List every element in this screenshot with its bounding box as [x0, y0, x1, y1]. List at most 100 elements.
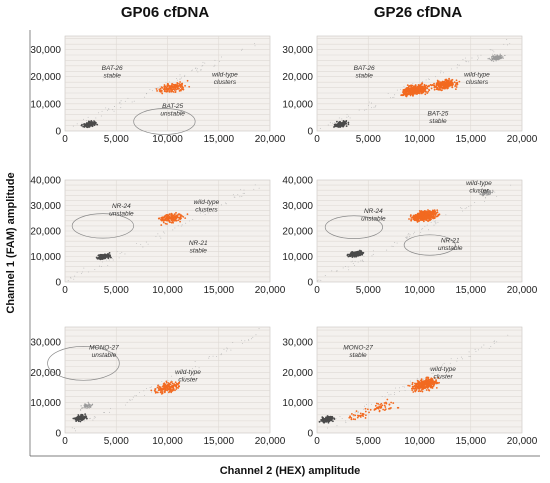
droplet-point: [165, 90, 168, 93]
background-droplet: [108, 108, 110, 110]
droplet-point: [379, 403, 381, 406]
droplet-point: [396, 406, 399, 409]
highlight-ring: [403, 234, 456, 256]
background-droplet: [196, 69, 198, 71]
droplet-point: [99, 253, 102, 256]
droplet-point: [411, 84, 414, 87]
y-tick-label: 30,000: [30, 201, 61, 212]
background-droplet: [346, 116, 348, 118]
droplet-point: [163, 90, 166, 93]
droplet-point: [165, 216, 168, 218]
background-droplet: [468, 355, 470, 357]
background-droplet: [357, 261, 359, 263]
droplet-point: [377, 407, 380, 410]
x-tick-label: 20,000: [255, 285, 286, 296]
background-droplet: [88, 271, 89, 273]
background-droplet: [373, 106, 375, 108]
droplet-point: [431, 209, 434, 212]
droplet-point: [359, 416, 362, 418]
background-droplet: [220, 204, 222, 206]
droplet-point: [188, 85, 191, 88]
droplet-point: [353, 252, 356, 254]
annotation-line: unstable: [92, 352, 117, 359]
annotation-line: unstable: [160, 110, 185, 117]
background-droplet: [393, 394, 395, 395]
droplet-point: [388, 403, 391, 406]
droplet-point: [179, 217, 182, 220]
droplet-point: [424, 213, 427, 216]
droplet-point: [186, 213, 189, 216]
y-tick-label: 20,000: [282, 368, 313, 379]
x-tick-label: 15,000: [455, 285, 486, 296]
x-tick-label: 5,000: [104, 134, 129, 145]
background-droplet: [118, 102, 120, 104]
background-droplet: [101, 110, 103, 112]
droplet-point: [408, 384, 411, 387]
droplet-point: [426, 92, 429, 95]
background-droplet: [81, 122, 83, 124]
background-droplet: [464, 208, 466, 210]
droplet-point: [91, 403, 94, 405]
droplet-point: [161, 385, 164, 388]
cluster-annotation: BAT-26 stable: [354, 65, 375, 80]
droplet-point: [447, 81, 450, 84]
droplet-point: [101, 256, 104, 259]
droplet-point: [482, 191, 485, 193]
x-tick-label: 10,000: [152, 436, 183, 447]
background-droplet: [494, 191, 496, 193]
cluster-annotation: NR-21 unstable: [438, 237, 463, 252]
droplet-point: [362, 415, 365, 417]
annotation-line: stable: [103, 72, 121, 79]
droplet-point: [337, 124, 339, 126]
annotation-line: BAT-25: [162, 103, 183, 110]
droplet-point: [173, 213, 176, 216]
droplet-point: [102, 254, 105, 257]
background-droplet: [159, 235, 161, 237]
background-droplet: [461, 356, 462, 358]
droplet-point: [321, 418, 324, 421]
x-tick-label: 15,000: [203, 285, 234, 296]
background-droplet: [404, 389, 406, 391]
background-droplet: [456, 360, 458, 362]
droplet-point: [354, 414, 357, 417]
background-droplet: [108, 259, 110, 261]
droplet-point: [159, 89, 162, 92]
droplet-point: [416, 91, 419, 94]
highlight-ring: [47, 346, 120, 381]
background-droplet: [237, 194, 239, 196]
background-droplet: [199, 212, 201, 214]
background-droplet: [414, 231, 416, 233]
droplet-point: [159, 387, 162, 390]
droplet-point: [431, 217, 434, 219]
background-droplet: [129, 399, 130, 401]
droplet-point: [157, 389, 160, 392]
droplet-point: [381, 404, 384, 407]
y-tick-label: 20,000: [282, 72, 313, 83]
droplet-point: [171, 382, 174, 385]
highlight-ring: [324, 215, 383, 239]
droplet-point: [156, 90, 158, 92]
background-droplet: [471, 57, 473, 59]
droplet-point: [417, 212, 419, 215]
background-droplet: [103, 412, 105, 413]
droplet-point: [425, 378, 428, 381]
droplet-point: [158, 217, 161, 220]
droplet-point: [413, 214, 416, 217]
background-droplet: [493, 51, 495, 53]
background-droplet: [202, 61, 204, 63]
droplet-point: [175, 217, 177, 220]
droplet-point: [85, 406, 87, 408]
droplet-point: [168, 213, 171, 216]
droplet-point: [180, 83, 183, 86]
droplet-point: [411, 383, 414, 386]
annotation-line: wild-type: [194, 199, 220, 206]
background-droplet: [348, 115, 350, 117]
droplet-point: [348, 416, 351, 419]
background-droplet: [368, 104, 369, 106]
droplet-point: [158, 386, 161, 389]
y-tick-label: 20,000: [282, 227, 313, 238]
background-droplet: [108, 108, 110, 110]
background-droplet: [399, 387, 401, 389]
x-tick-label: 10,000: [152, 134, 183, 145]
background-droplet: [416, 378, 418, 380]
